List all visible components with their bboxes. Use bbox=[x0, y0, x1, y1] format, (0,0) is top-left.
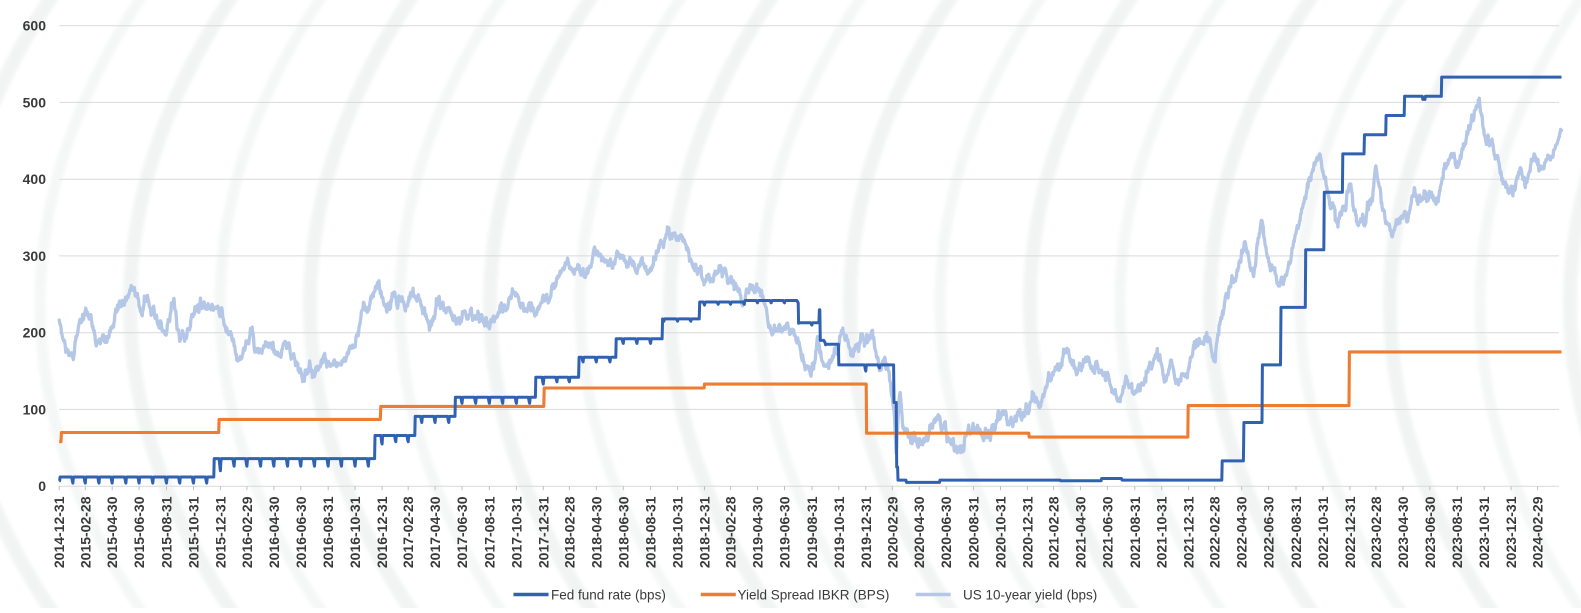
svg-text:2019-08-31: 2019-08-31 bbox=[804, 496, 820, 568]
svg-text:300: 300 bbox=[23, 248, 47, 264]
svg-text:2015-10-31: 2015-10-31 bbox=[186, 496, 202, 568]
svg-text:2017-02-28: 2017-02-28 bbox=[400, 496, 416, 568]
svg-text:2018-06-30: 2018-06-30 bbox=[615, 496, 631, 568]
svg-text:2021-02-28: 2021-02-28 bbox=[1046, 496, 1062, 568]
svg-text:2015-06-30: 2015-06-30 bbox=[131, 496, 147, 568]
svg-text:Fed fund rate (bps): Fed fund rate (bps) bbox=[551, 587, 666, 602]
svg-text:2015-08-31: 2015-08-31 bbox=[159, 496, 175, 568]
svg-text:2021-04-30: 2021-04-30 bbox=[1072, 496, 1088, 568]
svg-text:2018-10-31: 2018-10-31 bbox=[670, 496, 686, 568]
svg-text:Yield Spread IBKR (BPS): Yield Spread IBKR (BPS) bbox=[738, 587, 890, 602]
svg-text:2023-02-28: 2023-02-28 bbox=[1368, 496, 1384, 568]
svg-text:2020-04-30: 2020-04-30 bbox=[911, 496, 927, 568]
svg-text:2024-02-29: 2024-02-29 bbox=[1530, 496, 1546, 568]
svg-text:2019-04-30: 2019-04-30 bbox=[750, 496, 766, 568]
svg-text:2015-04-30: 2015-04-30 bbox=[104, 496, 120, 568]
svg-text:2016-02-29: 2016-02-29 bbox=[239, 496, 255, 568]
svg-text:2017-10-31: 2017-10-31 bbox=[508, 496, 524, 568]
svg-text:2022-06-30: 2022-06-30 bbox=[1261, 496, 1277, 568]
svg-text:2023-12-31: 2023-12-31 bbox=[1503, 496, 1519, 568]
svg-text:2018-02-28: 2018-02-28 bbox=[561, 496, 577, 568]
svg-text:2023-04-30: 2023-04-30 bbox=[1395, 496, 1411, 568]
svg-text:2021-12-31: 2021-12-31 bbox=[1181, 496, 1197, 568]
svg-text:2020-02-29: 2020-02-29 bbox=[884, 496, 900, 568]
svg-text:500: 500 bbox=[23, 94, 47, 110]
svg-text:2022-04-30: 2022-04-30 bbox=[1234, 496, 1250, 568]
svg-text:2016-10-31: 2016-10-31 bbox=[347, 496, 363, 568]
svg-text:2020-12-31: 2020-12-31 bbox=[1019, 496, 1035, 568]
svg-text:2016-04-30: 2016-04-30 bbox=[266, 496, 282, 568]
svg-text:US 10-year yield (bps): US 10-year yield (bps) bbox=[963, 587, 1097, 602]
svg-text:2017-06-30: 2017-06-30 bbox=[454, 496, 470, 568]
svg-text:2018-08-31: 2018-08-31 bbox=[643, 496, 659, 568]
svg-text:2022-12-31: 2022-12-31 bbox=[1342, 496, 1358, 568]
svg-text:2015-02-28: 2015-02-28 bbox=[77, 496, 93, 568]
svg-text:400: 400 bbox=[23, 171, 47, 187]
svg-text:2019-10-31: 2019-10-31 bbox=[831, 496, 847, 568]
svg-text:2021-08-31: 2021-08-31 bbox=[1127, 496, 1143, 568]
svg-text:2018-12-31: 2018-12-31 bbox=[697, 496, 713, 568]
svg-text:2018-04-30: 2018-04-30 bbox=[588, 496, 604, 568]
svg-text:2023-08-31: 2023-08-31 bbox=[1449, 496, 1465, 568]
svg-text:600: 600 bbox=[23, 18, 47, 34]
svg-text:2021-06-30: 2021-06-30 bbox=[1099, 496, 1115, 568]
svg-text:2016-08-31: 2016-08-31 bbox=[320, 496, 336, 568]
svg-text:200: 200 bbox=[23, 325, 47, 341]
svg-text:2020-06-30: 2020-06-30 bbox=[938, 496, 954, 568]
svg-text:2016-12-31: 2016-12-31 bbox=[374, 496, 390, 568]
svg-text:2017-08-31: 2017-08-31 bbox=[481, 496, 497, 568]
svg-text:2019-12-31: 2019-12-31 bbox=[858, 496, 874, 568]
svg-text:2020-08-31: 2020-08-31 bbox=[966, 496, 982, 568]
svg-text:2022-10-31: 2022-10-31 bbox=[1315, 496, 1331, 568]
svg-text:2021-10-31: 2021-10-31 bbox=[1154, 496, 1170, 568]
svg-text:2017-12-31: 2017-12-31 bbox=[535, 496, 551, 568]
svg-text:2017-04-30: 2017-04-30 bbox=[427, 496, 443, 568]
svg-text:2020-10-31: 2020-10-31 bbox=[993, 496, 1009, 568]
svg-text:2019-02-28: 2019-02-28 bbox=[723, 496, 739, 568]
svg-text:2019-06-30: 2019-06-30 bbox=[777, 496, 793, 568]
svg-text:2023-06-30: 2023-06-30 bbox=[1422, 496, 1438, 568]
svg-text:2022-02-28: 2022-02-28 bbox=[1207, 496, 1223, 568]
svg-text:2015-12-31: 2015-12-31 bbox=[212, 496, 228, 568]
svg-text:100: 100 bbox=[23, 401, 47, 417]
svg-text:2014-12-31: 2014-12-31 bbox=[51, 496, 67, 568]
svg-text:2023-10-31: 2023-10-31 bbox=[1476, 496, 1492, 568]
svg-text:0: 0 bbox=[38, 478, 46, 494]
svg-text:2016-06-30: 2016-06-30 bbox=[293, 496, 309, 568]
svg-text:2022-08-31: 2022-08-31 bbox=[1288, 496, 1304, 568]
